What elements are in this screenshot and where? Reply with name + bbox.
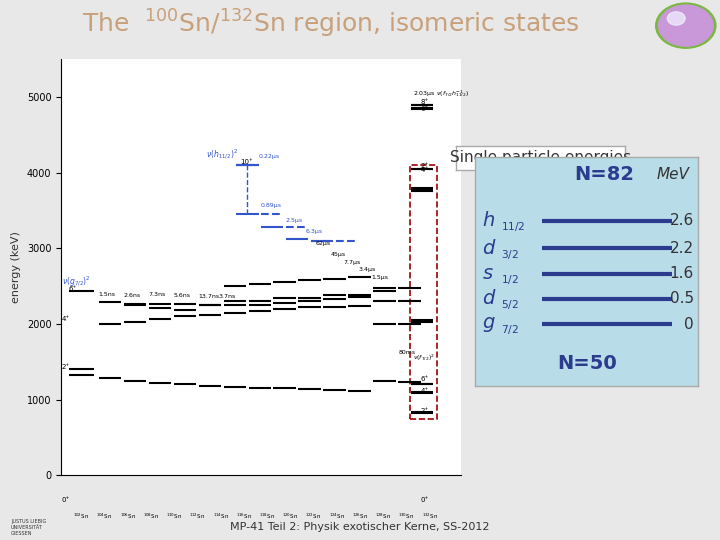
Text: 2⁺: 2⁺ bbox=[61, 363, 69, 369]
Text: 10⁺: 10⁺ bbox=[240, 159, 253, 165]
Text: 2.6ns: 2.6ns bbox=[124, 293, 141, 298]
Text: 13.7ns: 13.7ns bbox=[199, 294, 220, 299]
Text: 4⁺: 4⁺ bbox=[420, 167, 429, 173]
Text: $\nu(g_{7/2})^2$: $\nu(g_{7/2})^2$ bbox=[63, 275, 91, 289]
Circle shape bbox=[658, 5, 713, 46]
Circle shape bbox=[667, 12, 685, 25]
Text: 2.6: 2.6 bbox=[670, 213, 694, 228]
Text: $^{104}$Sn: $^{104}$Sn bbox=[96, 511, 112, 521]
Text: $g$: $g$ bbox=[482, 315, 495, 334]
Text: $_{7/2}$: $_{7/2}$ bbox=[501, 322, 518, 338]
Text: 2⁺: 2⁺ bbox=[420, 408, 429, 414]
Text: $h$: $h$ bbox=[482, 211, 495, 231]
Text: 0.5: 0.5 bbox=[670, 292, 694, 306]
Text: 2.5μs: 2.5μs bbox=[286, 218, 303, 223]
Text: 8⁺: 8⁺ bbox=[420, 99, 429, 105]
Text: $^{114}$Sn: $^{114}$Sn bbox=[212, 511, 228, 521]
Text: 0⁺: 0⁺ bbox=[420, 497, 429, 503]
Text: 2.2: 2.2 bbox=[670, 241, 694, 256]
Text: $^{118}$Sn: $^{118}$Sn bbox=[259, 511, 275, 521]
Text: $^{116}$Sn: $^{116}$Sn bbox=[235, 511, 252, 521]
Text: 7.7μs: 7.7μs bbox=[343, 260, 361, 265]
Text: 6⁺: 6⁺ bbox=[420, 106, 429, 112]
Text: $_{11/2}$: $_{11/2}$ bbox=[501, 219, 526, 234]
Text: 6.3μs: 6.3μs bbox=[306, 230, 323, 234]
Text: 3.7ns: 3.7ns bbox=[219, 294, 235, 299]
Text: 6⁺: 6⁺ bbox=[68, 287, 77, 293]
Text: $^{126}$Sn: $^{126}$Sn bbox=[352, 511, 368, 521]
Text: $^{106}$Sn: $^{106}$Sn bbox=[120, 511, 135, 521]
Text: 4⁺: 4⁺ bbox=[420, 388, 429, 394]
Text: $^{122}$Sn: $^{122}$Sn bbox=[305, 511, 321, 521]
Text: The  $^{100}$Sn/$^{132}$Sn region, isomeric states: The $^{100}$Sn/$^{132}$Sn region, isomer… bbox=[83, 8, 580, 40]
Text: N=50: N=50 bbox=[557, 354, 616, 373]
Text: $^{128}$Sn: $^{128}$Sn bbox=[375, 511, 391, 521]
Text: 45μs: 45μs bbox=[331, 252, 346, 257]
Text: 1.6: 1.6 bbox=[670, 266, 694, 281]
Text: $^{130}$Sn: $^{130}$Sn bbox=[398, 511, 415, 521]
Text: 7.3ns: 7.3ns bbox=[148, 292, 166, 297]
Text: 6⁺: 6⁺ bbox=[420, 376, 429, 382]
Text: 2.03μs $\nu(f_{7/2}h^{-1}_{11/2})$: 2.03μs $\nu(f_{7/2}h^{-1}_{11/2})$ bbox=[413, 89, 469, 99]
Text: $^{108}$Sn: $^{108}$Sn bbox=[143, 511, 159, 521]
Text: Single particle energies: Single particle energies bbox=[450, 151, 631, 165]
Text: 2⁺: 2⁺ bbox=[420, 163, 429, 169]
Circle shape bbox=[656, 3, 716, 48]
Text: $d$: $d$ bbox=[482, 289, 496, 308]
Text: $s$: $s$ bbox=[482, 264, 494, 283]
Text: $^{110}$Sn: $^{110}$Sn bbox=[166, 511, 182, 521]
Text: JUSTUS LIEBIG
UNIVERSITÄT
GIESSEN: JUSTUS LIEBIG UNIVERSITÄT GIESSEN bbox=[11, 519, 46, 536]
Text: 4⁺: 4⁺ bbox=[61, 316, 69, 322]
Text: $^{120}$Sn: $^{120}$Sn bbox=[282, 511, 298, 521]
Text: $^{102}$Sn: $^{102}$Sn bbox=[73, 511, 89, 521]
Y-axis label: energy (keV): energy (keV) bbox=[12, 231, 22, 303]
Text: 1.5ns: 1.5ns bbox=[99, 292, 116, 297]
Text: 62μs: 62μs bbox=[316, 241, 331, 246]
Text: 80ms: 80ms bbox=[398, 350, 415, 355]
Text: $\nu(h_{11/2})^2$: $\nu(h_{11/2})^2$ bbox=[206, 147, 238, 161]
Text: 0⁺: 0⁺ bbox=[61, 497, 69, 503]
Text: $_{5/2}$: $_{5/2}$ bbox=[501, 297, 518, 312]
Text: 0: 0 bbox=[684, 316, 694, 332]
Text: $d$: $d$ bbox=[482, 239, 496, 258]
Text: $^{124}$Sn: $^{124}$Sn bbox=[328, 511, 345, 521]
Bar bbox=[410, 165, 437, 418]
Text: MeV: MeV bbox=[657, 167, 690, 183]
Text: $_{3/2}$: $_{3/2}$ bbox=[501, 247, 518, 262]
Text: 0.89μs: 0.89μs bbox=[261, 203, 282, 208]
Text: 5.6ns: 5.6ns bbox=[174, 293, 191, 298]
Text: $^{132}$Sn: $^{132}$Sn bbox=[421, 511, 438, 521]
Text: $\nu(f_{7/2})^2$: $\nu(f_{7/2})^2$ bbox=[413, 352, 436, 362]
Text: 1.5μs: 1.5μs bbox=[371, 275, 388, 280]
Text: $^{112}$Sn: $^{112}$Sn bbox=[189, 511, 205, 521]
Text: $_{1/2}$: $_{1/2}$ bbox=[501, 272, 518, 287]
Text: N=82: N=82 bbox=[575, 165, 634, 185]
Text: 0.22μs: 0.22μs bbox=[258, 154, 279, 159]
Text: MP-41 Teil 2: Physik exotischer Kerne, SS-2012: MP-41 Teil 2: Physik exotischer Kerne, S… bbox=[230, 522, 490, 532]
Text: 3.4μs: 3.4μs bbox=[359, 267, 376, 272]
